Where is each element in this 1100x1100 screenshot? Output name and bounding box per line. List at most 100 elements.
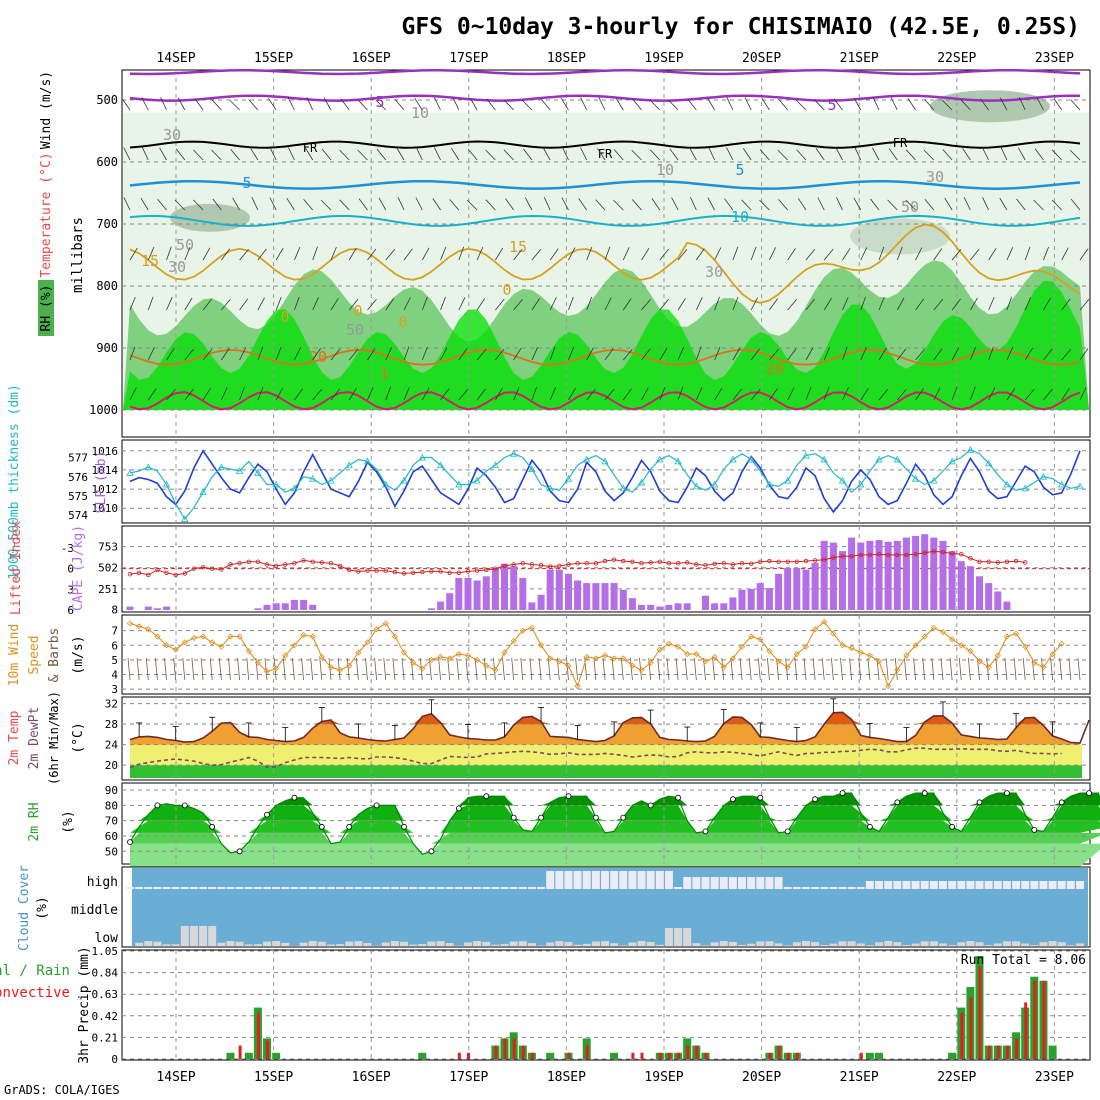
wind-barb [140, 197, 149, 211]
surface-wind-barb [602, 657, 606, 681]
wind-barb [166, 246, 172, 261]
low-cloud-bar [573, 944, 582, 946]
high-cloud-bar [208, 887, 217, 889]
high-cloud-bar [619, 871, 628, 889]
wind-speed-point [885, 683, 892, 690]
date-label-top: 16SEP [352, 51, 391, 66]
wind-barb [613, 149, 624, 161]
wind-barb [239, 386, 245, 401]
precip-convective-bar [1024, 1002, 1028, 1059]
wind-barb [777, 149, 788, 161]
wind-speed-point [400, 649, 408, 656]
wind-barb [896, 348, 907, 361]
wind-speed-point [793, 650, 800, 658]
ylabel-rh: RH (%) [39, 285, 54, 332]
wind-barb [690, 197, 697, 211]
high-cloud-bar [436, 887, 445, 889]
li-point [365, 568, 370, 573]
cape-bar [793, 567, 801, 610]
wind-speed-point [163, 642, 170, 649]
surface-wind-barb [383, 657, 387, 681]
thickness-line [129, 449, 1081, 521]
surface-wind-barb [401, 657, 405, 681]
surface-wind-barb [1013, 657, 1017, 681]
date-label-bottom: 20SEP [742, 1070, 781, 1085]
wind-speed-point [665, 640, 673, 647]
low-cloud-bar [463, 942, 472, 946]
wind-barb [1061, 348, 1072, 361]
cape-bar [464, 578, 472, 610]
thickness-point [382, 480, 390, 488]
high-cloud-bar [564, 871, 573, 889]
surface-wind-barb [767, 657, 770, 681]
wind-barb [129, 247, 138, 261]
surface-wind-barb [693, 657, 697, 681]
wind-barb [275, 387, 284, 401]
wind-barb [805, 386, 812, 401]
wind-barb [523, 148, 533, 161]
low-cloud-bar [226, 941, 235, 946]
surface-wind-barb [419, 657, 423, 681]
wind-speed-point [748, 633, 755, 640]
high-cloud-bar [400, 887, 409, 889]
cape-bar [811, 562, 819, 610]
wind-barb [907, 98, 916, 111]
wind-barb [415, 147, 423, 161]
rh-fill-band [130, 832, 1100, 844]
high-cloud-bar [473, 887, 482, 889]
wind-barb [604, 246, 611, 261]
rh-legend-swatch [38, 280, 54, 336]
wind-tick-label: 6 [111, 639, 118, 652]
low-cloud-bar [591, 941, 600, 946]
wind-barb [1043, 348, 1053, 361]
high-cloud-bar [884, 881, 893, 889]
date-label-top: 14SEP [156, 51, 195, 66]
li-point [886, 552, 891, 558]
wind-speed-point [1049, 650, 1056, 658]
ylabel-temperature: Temperature (°C) [39, 152, 54, 277]
li-point [959, 552, 964, 557]
wind-barb [549, 386, 557, 401]
wind-speed-point [437, 653, 444, 661]
precip-convective-bar [987, 1045, 991, 1059]
precip-total-bar [865, 1052, 874, 1059]
wind-speed-point [492, 667, 499, 674]
low-cloud-bar [482, 941, 491, 946]
wind-speed-point [565, 662, 572, 669]
wind-barb [759, 149, 770, 161]
precip-convective-bar [978, 966, 982, 1059]
li-point [986, 559, 991, 564]
precip-tick-label: 0.63 [92, 988, 119, 1001]
li-point [785, 559, 790, 564]
wind-tick-label: 3 [111, 683, 118, 696]
low-cloud-bar [719, 941, 728, 946]
wind-barb [449, 199, 460, 211]
wind-barb [787, 248, 796, 261]
wind-barb [1061, 298, 1071, 311]
surface-wind-barb [931, 657, 935, 681]
low-cloud-bar [199, 926, 208, 946]
thickness-point [656, 455, 664, 463]
rh-point [428, 848, 435, 855]
low-cloud-bar [1048, 941, 1057, 946]
low-cloud-bar [400, 941, 409, 946]
wind-barb [597, 148, 606, 161]
wind-speed-point [656, 646, 663, 653]
wind-barb [385, 386, 391, 401]
surface-wind-barb [173, 657, 177, 681]
thickness-point [144, 463, 152, 471]
thickness-point [948, 457, 956, 465]
temperature-contour [129, 348, 1081, 366]
high-cloud-bar [966, 881, 975, 889]
wind-speed-point [647, 659, 654, 666]
li-point [246, 559, 251, 564]
wind-barb [805, 298, 815, 311]
wind-barb [1024, 347, 1033, 361]
li-point [895, 552, 900, 558]
ylabel-wind-barbs: & Barbs [47, 628, 62, 683]
temp-tick-label: 24 [105, 739, 119, 752]
wind-barb [221, 348, 230, 361]
contour-label: 0 [353, 302, 362, 320]
cape-bar [163, 606, 170, 610]
surface-wind-barb [356, 657, 359, 681]
